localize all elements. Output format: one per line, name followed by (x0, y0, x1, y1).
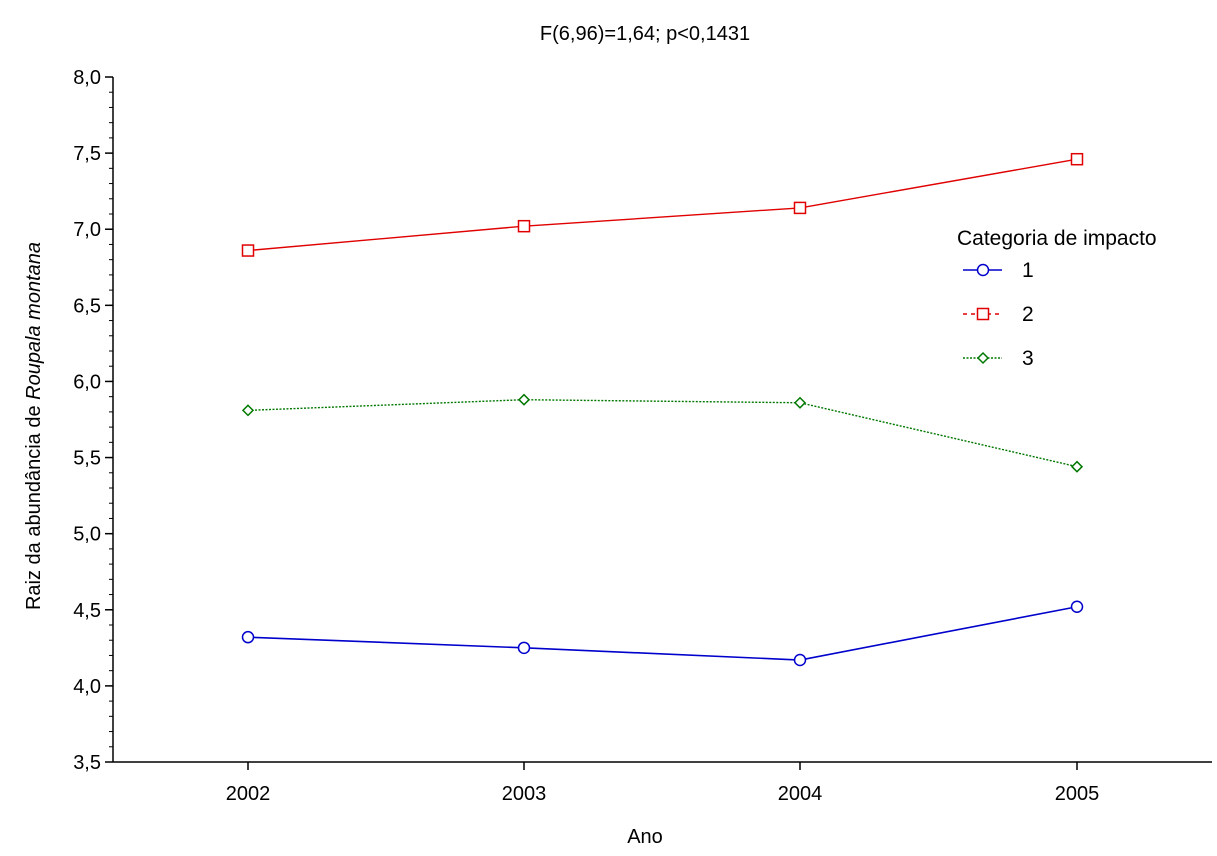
data-point (241, 630, 255, 644)
data-point (1070, 600, 1084, 613)
data-point (793, 201, 807, 215)
data-point (517, 393, 531, 406)
data-point (517, 219, 531, 233)
series-layer (241, 152, 1084, 667)
series-3 (241, 393, 1084, 473)
y-tick-label: 5,0 (73, 524, 101, 546)
series-2 (241, 152, 1084, 257)
legend-title: Categoria de impacto (957, 227, 1157, 250)
series-line (247, 399, 1078, 468)
y-tick-label: 6,0 (73, 371, 101, 393)
data-point (241, 244, 255, 257)
data-point (517, 641, 531, 655)
x-tick-label: 2003 (502, 783, 547, 805)
chart-title: F(6,96)=1,64; p<0,1431 (540, 23, 750, 45)
y-tick-label: 4,0 (73, 676, 101, 698)
y-axis-label-species: Roupala montana (23, 242, 45, 400)
data-point (793, 396, 807, 409)
y-tick-label: 6,5 (73, 295, 101, 317)
legend-label: 2 (1022, 303, 1034, 326)
legend-marker (976, 351, 990, 365)
legend: Categoria de impacto 1 2 3 (957, 227, 1157, 370)
x-tick-label: 2005 (1055, 783, 1100, 805)
y-tick-label: 7,0 (73, 219, 101, 241)
series-line (247, 605, 1078, 661)
y-tick-label: 5,5 (73, 448, 101, 470)
data-point (241, 404, 255, 417)
legend-label: 3 (1022, 347, 1034, 370)
y-tick-label: 8,0 (73, 67, 101, 89)
legend-entry-3: 3 (963, 347, 1034, 370)
legend-marker (976, 307, 990, 321)
x-axis-label: Ano (627, 826, 663, 848)
y-tick-label: 7,5 (73, 143, 101, 165)
legend-entry-1: 1 (963, 259, 1034, 282)
x-tick-label: 2002 (226, 783, 271, 805)
legend-label: 1 (1022, 259, 1034, 282)
y-tick-label: 3,5 (73, 752, 101, 774)
y-tick-label: 4,5 (73, 600, 101, 622)
data-point (793, 653, 807, 667)
legend-entry-2: 2 (963, 303, 1034, 326)
y-axis-label: Raiz da abundância de Roupala montana (23, 242, 45, 610)
x-tick-label: 2004 (778, 783, 823, 805)
legend-marker (976, 263, 990, 277)
data-point (1070, 152, 1084, 166)
y-axis-label-prefix: Raiz da abundância de (23, 400, 45, 610)
series-line (247, 158, 1078, 252)
series-1 (241, 600, 1084, 667)
data-point (1070, 460, 1084, 473)
axes: 3,5 4,0 4,5 5,0 5,5 6,0 6,5 7,0 7,5 8,0 2002 2003 20… (73, 67, 1212, 805)
